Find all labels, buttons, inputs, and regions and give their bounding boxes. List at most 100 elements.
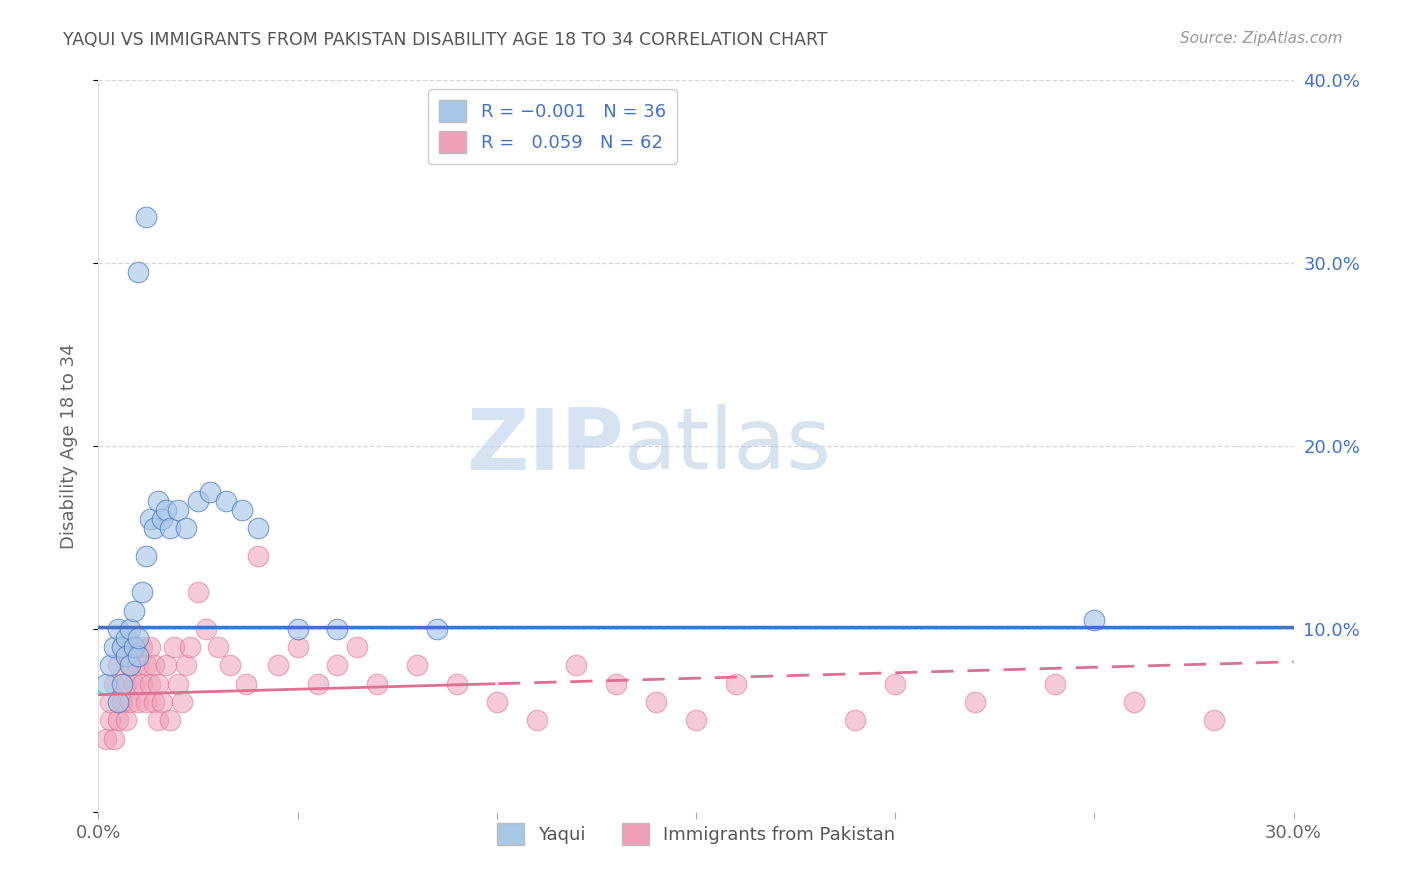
Point bbox=[685, 714, 707, 728]
Point bbox=[1043, 676, 1066, 690]
Point bbox=[115, 631, 138, 645]
Point bbox=[246, 549, 269, 563]
Point bbox=[127, 631, 149, 645]
Point bbox=[139, 676, 162, 690]
Point bbox=[98, 695, 122, 709]
Point bbox=[120, 658, 142, 673]
Point bbox=[307, 676, 329, 690]
Point bbox=[426, 622, 449, 636]
Text: ZIP: ZIP bbox=[467, 404, 624, 488]
Point bbox=[107, 658, 129, 673]
Point bbox=[326, 622, 349, 636]
Point bbox=[446, 676, 468, 690]
Point bbox=[96, 731, 118, 746]
Point bbox=[135, 658, 157, 673]
Point bbox=[267, 658, 290, 673]
Point bbox=[326, 658, 349, 673]
Point bbox=[1202, 714, 1225, 728]
Point bbox=[195, 622, 218, 636]
Point bbox=[135, 211, 157, 225]
Point bbox=[198, 484, 221, 499]
Point bbox=[159, 521, 181, 535]
Point bbox=[111, 676, 134, 690]
Point bbox=[131, 640, 153, 655]
Point bbox=[150, 695, 173, 709]
Point bbox=[366, 676, 388, 690]
Point bbox=[115, 714, 138, 728]
Point bbox=[155, 503, 177, 517]
Point bbox=[406, 658, 429, 673]
Point bbox=[124, 640, 146, 655]
Point bbox=[235, 676, 257, 690]
Point bbox=[963, 695, 986, 709]
Point bbox=[844, 714, 866, 728]
Point bbox=[645, 695, 668, 709]
Text: Source: ZipAtlas.com: Source: ZipAtlas.com bbox=[1180, 31, 1343, 46]
Point bbox=[131, 676, 153, 690]
Point bbox=[174, 521, 197, 535]
Point bbox=[103, 731, 125, 746]
Point bbox=[187, 494, 209, 508]
Point bbox=[107, 714, 129, 728]
Point bbox=[107, 695, 129, 709]
Point bbox=[135, 695, 157, 709]
Point bbox=[120, 695, 142, 709]
Point bbox=[103, 676, 125, 690]
Point bbox=[127, 658, 149, 673]
Point bbox=[127, 265, 149, 279]
Point bbox=[139, 640, 162, 655]
Point bbox=[287, 640, 309, 655]
Point bbox=[167, 503, 190, 517]
Point bbox=[219, 658, 242, 673]
Point bbox=[150, 512, 173, 526]
Point bbox=[127, 649, 149, 664]
Point bbox=[179, 640, 201, 655]
Point bbox=[565, 658, 588, 673]
Point bbox=[605, 676, 627, 690]
Text: atlas: atlas bbox=[624, 404, 832, 488]
Point bbox=[346, 640, 368, 655]
Point bbox=[884, 676, 907, 690]
Point bbox=[107, 622, 129, 636]
Point bbox=[98, 714, 122, 728]
Point bbox=[148, 676, 170, 690]
Point bbox=[148, 714, 170, 728]
Point bbox=[485, 695, 508, 709]
Point bbox=[143, 521, 166, 535]
Point bbox=[724, 676, 747, 690]
Point bbox=[124, 676, 146, 690]
Text: YAQUI VS IMMIGRANTS FROM PAKISTAN DISABILITY AGE 18 TO 34 CORRELATION CHART: YAQUI VS IMMIGRANTS FROM PAKISTAN DISABI… bbox=[63, 31, 828, 49]
Point bbox=[143, 695, 166, 709]
Point bbox=[167, 676, 190, 690]
Point bbox=[98, 658, 122, 673]
Point bbox=[111, 640, 134, 655]
Point bbox=[174, 658, 197, 673]
Point bbox=[120, 658, 142, 673]
Point bbox=[115, 676, 138, 690]
Point bbox=[148, 494, 170, 508]
Point bbox=[143, 658, 166, 673]
Point bbox=[120, 622, 142, 636]
Point bbox=[1123, 695, 1146, 709]
Point bbox=[103, 640, 125, 655]
Point bbox=[231, 503, 253, 517]
Point bbox=[246, 521, 269, 535]
Point bbox=[115, 649, 138, 664]
Point bbox=[163, 640, 186, 655]
Point bbox=[124, 603, 146, 617]
Point bbox=[131, 585, 153, 599]
Point bbox=[111, 695, 134, 709]
Point bbox=[207, 640, 229, 655]
Y-axis label: Disability Age 18 to 34: Disability Age 18 to 34 bbox=[59, 343, 77, 549]
Point bbox=[215, 494, 238, 508]
Point bbox=[111, 640, 134, 655]
Point bbox=[135, 549, 157, 563]
Point bbox=[155, 658, 177, 673]
Point bbox=[1083, 613, 1105, 627]
Point bbox=[139, 512, 162, 526]
Point bbox=[124, 640, 146, 655]
Point bbox=[172, 695, 194, 709]
Point bbox=[287, 622, 309, 636]
Point bbox=[96, 676, 118, 690]
Point bbox=[127, 695, 149, 709]
